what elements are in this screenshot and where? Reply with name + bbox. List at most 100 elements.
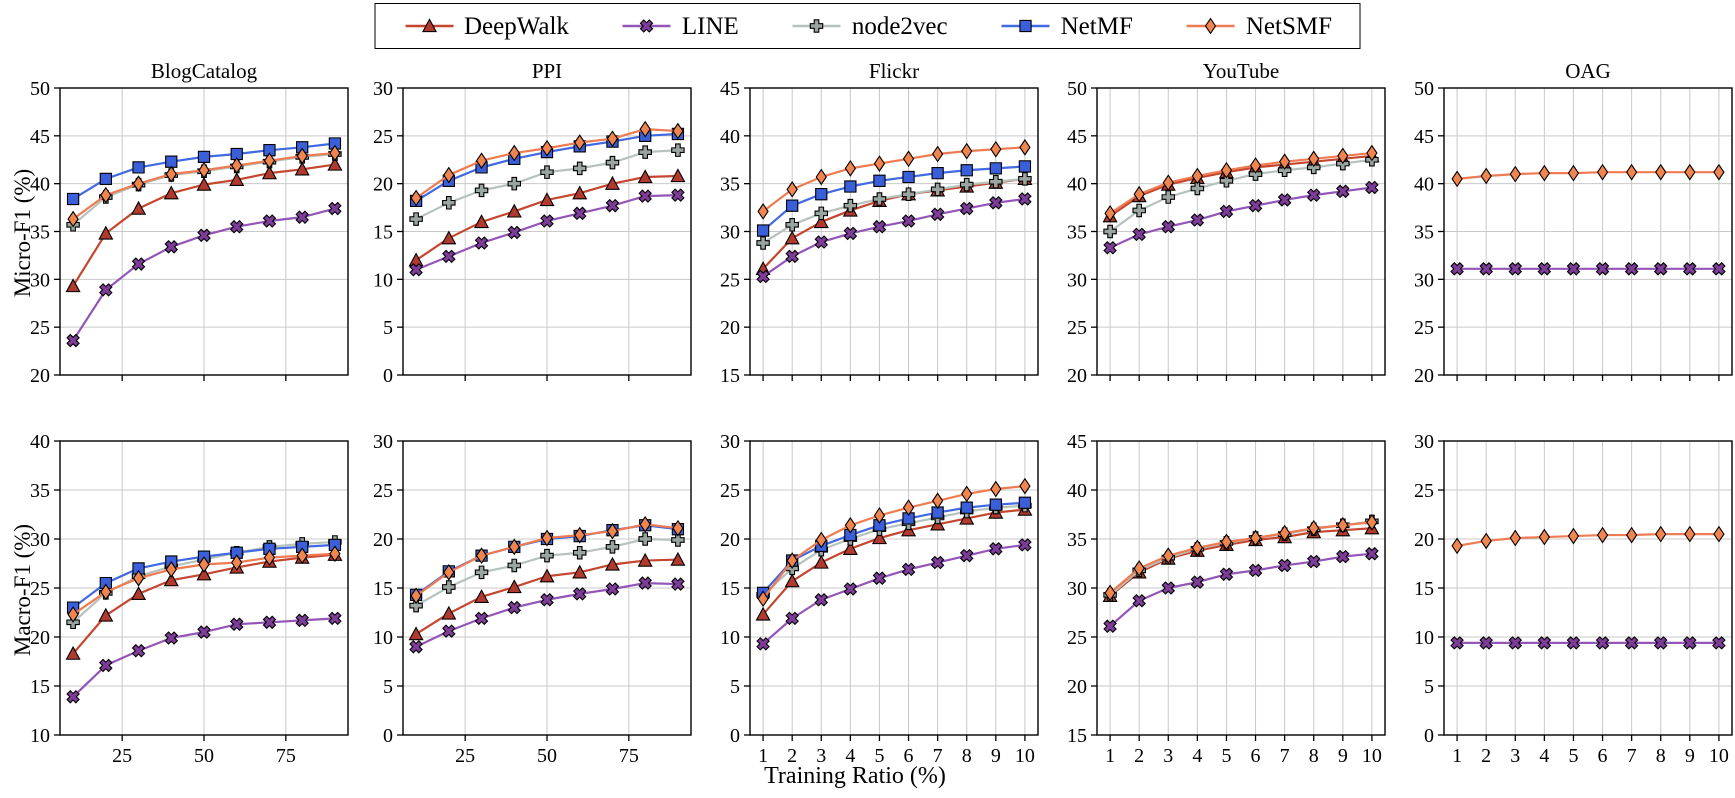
svg-text:5: 5 <box>1568 745 1578 767</box>
series-deepwalk <box>1102 520 1380 602</box>
svg-text:50: 50 <box>1067 78 1087 100</box>
svg-text:30: 30 <box>720 431 740 453</box>
svg-text:8: 8 <box>1309 745 1319 767</box>
svg-text:2: 2 <box>1481 745 1491 767</box>
subplot-ppi-macro: 0 5 10 15 20 25 30 25 50 75 <box>373 431 692 767</box>
svg-text:0: 0 <box>383 365 393 387</box>
svg-text:5: 5 <box>1424 676 1434 698</box>
svg-text:20: 20 <box>30 627 50 649</box>
svg-text:75: 75 <box>619 745 639 767</box>
series-netsmf <box>1451 163 1725 188</box>
svg-text:40: 40 <box>30 431 50 453</box>
svg-text:40: 40 <box>1414 174 1434 196</box>
svg-text:15: 15 <box>30 676 50 698</box>
svg-text:30: 30 <box>30 529 50 551</box>
svg-text:3: 3 <box>816 745 826 767</box>
svg-text:40: 40 <box>1067 480 1087 502</box>
y-axis-label-macro-f1: Macro-F1 (%) <box>10 523 35 657</box>
subplot-youtube-micro: 20 25 30 35 40 45 50 YouTube <box>1067 59 1386 387</box>
y-axis-label-micro-f1: Micro-F1 (%) <box>10 168 35 298</box>
svg-text:25: 25 <box>30 317 50 339</box>
svg-text:75: 75 <box>276 745 296 767</box>
series-node2vec <box>409 532 685 613</box>
svg-text:10: 10 <box>1362 745 1382 767</box>
svg-text:25: 25 <box>455 745 475 767</box>
legend-item-line: LINE <box>621 14 739 39</box>
svg-text:30: 30 <box>373 78 393 100</box>
svg-text:4: 4 <box>845 745 855 767</box>
series-netsmf <box>1104 144 1378 222</box>
svg-text:25: 25 <box>720 480 740 502</box>
svg-text:25: 25 <box>373 126 393 148</box>
svg-text:2: 2 <box>787 745 797 767</box>
series-deepwalk <box>65 156 343 293</box>
svg-text:35: 35 <box>30 480 50 502</box>
svg-text:3: 3 <box>1510 745 1520 767</box>
series-netsmf <box>410 120 684 207</box>
svg-text:15: 15 <box>373 222 393 244</box>
svg-text:35: 35 <box>1067 222 1087 244</box>
series-netsmf <box>757 477 1031 608</box>
svg-text:5: 5 <box>1221 745 1231 767</box>
axis-ticks: 15 20 25 30 35 40 45 <box>720 78 1026 387</box>
svg-text:8: 8 <box>962 745 972 767</box>
axis-ticks: 20 25 30 35 40 45 50 <box>1414 78 1720 387</box>
series-netsmf <box>67 144 341 228</box>
svg-text:40: 40 <box>720 126 740 148</box>
svg-text:20: 20 <box>720 317 740 339</box>
svg-text:30: 30 <box>1067 269 1087 291</box>
series-line <box>756 192 1032 284</box>
svg-text:45: 45 <box>30 126 50 148</box>
svg-text:30: 30 <box>1067 578 1087 600</box>
svg-text:30: 30 <box>30 269 50 291</box>
svg-text:50: 50 <box>30 78 50 100</box>
svg-text:20: 20 <box>1067 365 1087 387</box>
axis-ticks: 0 5 10 15 20 25 30 25 50 75 <box>373 431 639 767</box>
svg-text:35: 35 <box>30 222 50 244</box>
svg-text:25: 25 <box>373 480 393 502</box>
svg-text:20: 20 <box>1414 365 1434 387</box>
svg-text:20: 20 <box>1067 676 1087 698</box>
svg-text:5: 5 <box>383 317 393 339</box>
svg-text:1: 1 <box>1452 745 1462 767</box>
svg-text:45: 45 <box>1067 431 1087 453</box>
svg-text:10: 10 <box>1015 745 1035 767</box>
netsmf-marker-icon <box>1186 17 1235 35</box>
subplot-title: OAG <box>1565 59 1611 83</box>
svg-text:15: 15 <box>720 365 740 387</box>
svg-text:20: 20 <box>720 529 740 551</box>
series-line <box>409 576 685 654</box>
node2vec-marker-icon <box>792 19 841 33</box>
svg-text:45: 45 <box>720 78 740 100</box>
subplot-title: YouTube <box>1203 59 1279 83</box>
svg-text:15: 15 <box>1414 578 1434 600</box>
svg-text:9: 9 <box>1338 745 1348 767</box>
legend-item-deepwalk: DeepWalk <box>403 14 569 39</box>
series-netsmf <box>1451 525 1725 555</box>
svg-text:40: 40 <box>1067 174 1087 196</box>
series-node2vec <box>756 172 1032 250</box>
svg-text:3: 3 <box>1163 745 1173 767</box>
legend-item-node2vec: node2vec <box>791 14 948 39</box>
svg-text:10: 10 <box>1414 627 1434 649</box>
svg-text:20: 20 <box>373 529 393 551</box>
svg-text:10: 10 <box>373 627 393 649</box>
svg-text:20: 20 <box>373 174 393 196</box>
legend-label: NetMF <box>1060 12 1133 40</box>
svg-text:5: 5 <box>383 676 393 698</box>
svg-text:45: 45 <box>1414 126 1434 148</box>
svg-text:20: 20 <box>30 365 50 387</box>
series-node2vec <box>1103 153 1379 239</box>
svg-text:2: 2 <box>1134 745 1144 767</box>
series-line <box>66 611 342 704</box>
series-line <box>1450 636 1726 650</box>
svg-text:35: 35 <box>1067 529 1087 551</box>
svg-text:5: 5 <box>730 676 740 698</box>
svg-text:9: 9 <box>1685 745 1695 767</box>
svg-text:25: 25 <box>1414 480 1434 502</box>
subplot-ppi-micro: 0 5 10 15 20 25 30 PPI <box>373 59 692 387</box>
series-line <box>1103 546 1379 634</box>
